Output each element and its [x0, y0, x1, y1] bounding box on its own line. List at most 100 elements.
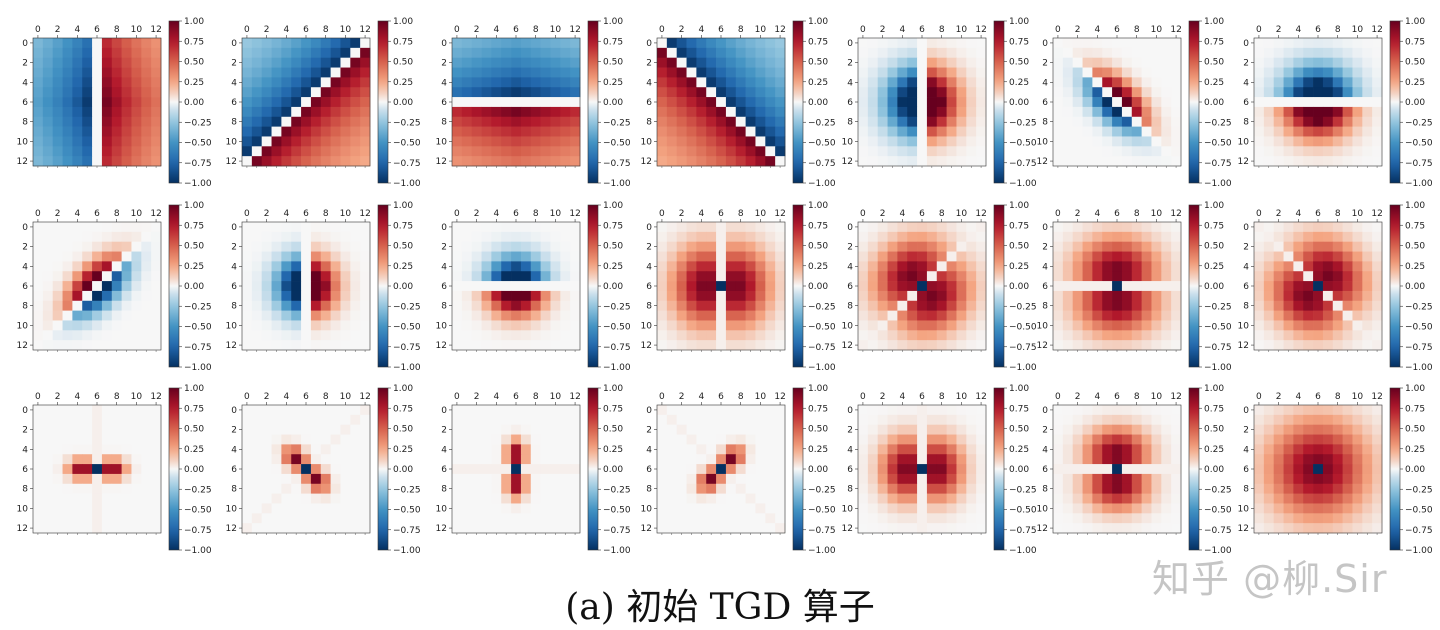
heatmap-cell — [1303, 310, 1314, 321]
heatmap-cell — [1151, 38, 1162, 49]
x-tick-label: 10 — [1151, 25, 1163, 35]
x-tick-label: 6 — [1114, 209, 1120, 219]
heatmap-cell — [501, 281, 512, 292]
heatmap-cell — [1263, 444, 1275, 455]
heatmap-cell — [1293, 106, 1304, 118]
heatmap-cell — [1313, 493, 1324, 504]
heatmap-cell — [452, 231, 463, 243]
heatmap-cell — [1102, 503, 1113, 514]
heatmap-cell — [271, 57, 282, 68]
heatmap-cell — [141, 47, 152, 59]
heatmap-cell — [242, 310, 253, 321]
heatmap-cell — [101, 310, 113, 321]
x-tick-label: 4 — [493, 392, 499, 402]
heatmap-cell — [858, 231, 869, 243]
heatmap-cell — [867, 67, 879, 78]
heatmap-cell — [1254, 464, 1265, 475]
heatmap-cell — [461, 434, 473, 445]
heatmap-cell — [1062, 300, 1074, 311]
heatmap-cell — [1072, 261, 1083, 272]
heatmap-cell — [1092, 156, 1103, 167]
heatmap-cell — [706, 434, 717, 445]
heatmap-cell — [540, 464, 551, 475]
heatmap-cell — [242, 503, 253, 514]
heatmap-cell — [1092, 231, 1103, 243]
heatmap-cell — [966, 146, 977, 157]
heatmap-cell — [765, 241, 776, 252]
heatmap-cell — [1102, 231, 1113, 243]
heatmap-cell — [62, 231, 73, 243]
heatmap-cell — [291, 126, 302, 137]
heatmap-cell — [1352, 38, 1363, 49]
heatmap-cell — [907, 513, 918, 524]
heatmap-cell — [360, 222, 371, 233]
heatmap-cell — [251, 261, 263, 272]
heatmap-cell — [62, 106, 73, 118]
heatmap-cell — [725, 126, 737, 137]
colorbar-tick-label: −0.75 — [1204, 343, 1232, 353]
heatmap-cell — [360, 146, 371, 157]
heatmap-cell — [261, 424, 272, 435]
heatmap-cell — [281, 290, 292, 302]
heatmap-cell — [131, 126, 142, 137]
colorbar-tick-label: 0.25 — [184, 262, 204, 272]
heatmap-cell — [471, 67, 482, 78]
heatmap-cell — [461, 300, 473, 311]
heatmap-cell — [765, 300, 776, 311]
heatmap-cell — [330, 483, 341, 494]
heatmap-cell — [926, 473, 938, 485]
heatmap-cell — [897, 290, 908, 302]
colorbar-tick-label: 0.50 — [1204, 58, 1224, 68]
heatmap-cell — [1263, 67, 1275, 78]
heatmap-cell — [936, 414, 947, 426]
heatmap-cell — [917, 116, 928, 127]
heatmap-cell — [62, 464, 73, 475]
heatmap-cell — [946, 47, 957, 59]
heatmap-cell — [281, 261, 292, 272]
heatmap-cell — [291, 261, 302, 272]
heatmap-cell — [657, 330, 668, 341]
heatmap-cell — [1131, 136, 1142, 147]
heatmap-panel-8: 0 2 4 6 8 10 120246810121.000.750.500.250.00−0… — [17, 201, 212, 373]
y-tick-label: 2 — [441, 59, 447, 69]
heatmap-cell — [530, 340, 541, 351]
heatmap-cell — [501, 271, 512, 282]
colorbar-tick-label: 0.00 — [1405, 282, 1425, 292]
heatmap-cell — [52, 97, 63, 108]
heatmap-cell — [141, 87, 152, 98]
heatmap-cell — [1263, 57, 1275, 68]
heatmap-cell — [1092, 493, 1103, 504]
heatmap-cell — [92, 106, 103, 118]
heatmap-cell — [511, 136, 522, 147]
heatmap-cell — [101, 47, 113, 59]
x-tick-label: 4 — [1094, 392, 1100, 402]
colorbar — [993, 387, 1005, 551]
colorbar-tick-label: 0.25 — [603, 445, 623, 455]
heatmap-cell — [1053, 57, 1064, 68]
heatmap-cell — [481, 483, 492, 494]
heatmap-cell — [867, 156, 879, 167]
heatmap-cell — [1082, 261, 1093, 272]
heatmap-cell — [570, 271, 581, 282]
heatmap-cell — [92, 513, 103, 524]
heatmap-cell — [461, 146, 473, 157]
heatmap-cell — [1161, 222, 1172, 233]
heatmap-cell — [1171, 126, 1182, 137]
heatmap-cell — [926, 444, 938, 455]
heatmap-cell — [867, 290, 879, 302]
heatmap-cell — [706, 300, 717, 311]
heatmap-cell — [481, 126, 492, 137]
heatmap-cell — [735, 241, 746, 252]
heatmap-cell — [745, 77, 756, 88]
heatmap-cell — [946, 261, 957, 272]
heatmap-cell — [926, 464, 938, 475]
heatmap-cell — [1121, 444, 1133, 455]
heatmap-cell — [1112, 434, 1123, 445]
heatmap-cell — [92, 156, 103, 167]
heatmap-cell — [1062, 97, 1074, 108]
heatmap-cell — [1372, 77, 1383, 88]
heatmap-cell — [1313, 310, 1324, 321]
x-tick-label: 12 — [975, 392, 986, 402]
heatmap-cell — [1322, 493, 1334, 504]
heatmap-cell — [121, 67, 132, 78]
